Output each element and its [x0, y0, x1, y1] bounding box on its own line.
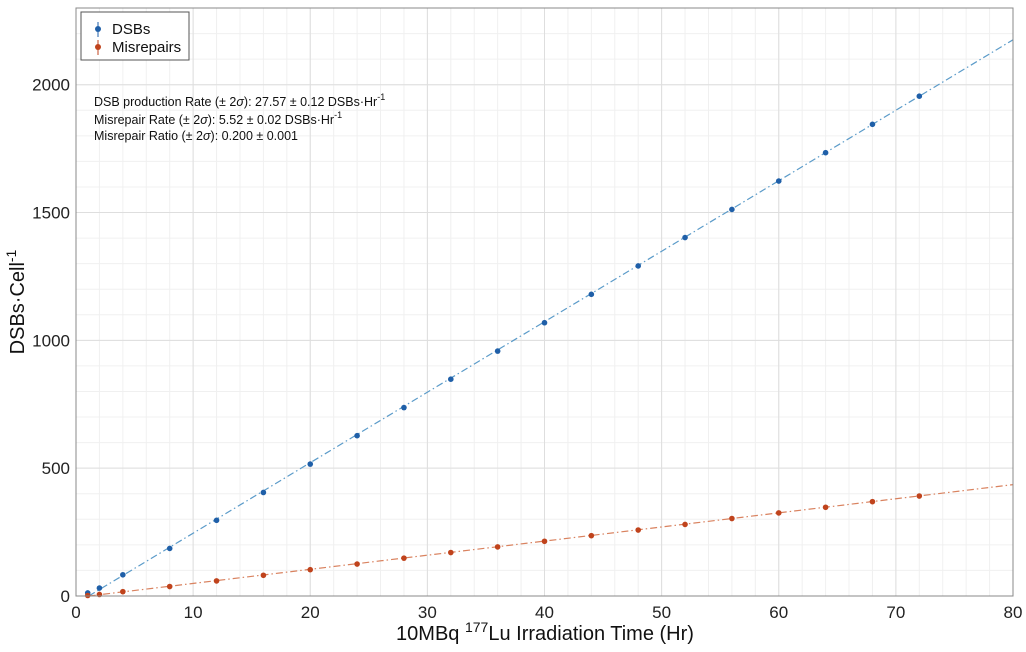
data-point-misrepairs — [120, 588, 126, 595]
data-point-dsbs — [588, 291, 595, 298]
data-point-dsbs — [448, 376, 454, 383]
data-point-misrepairs — [494, 544, 501, 550]
x-tick-label: 30 — [418, 603, 437, 622]
legend-label-misrepairs: Misrepairs — [112, 39, 181, 56]
y-tick-label: 500 — [42, 459, 70, 478]
y-tick-labels: 0 500 1000 1500 2000 — [32, 76, 70, 606]
annotation-misrepair-ratio: Misrepair Ratio (± 2σ): 0.200 ± 0.001 — [94, 129, 298, 143]
y-tick-label: 1000 — [32, 331, 70, 350]
data-point-misrepairs — [541, 538, 548, 545]
data-point-misrepairs — [166, 583, 173, 590]
data-point-dsbs — [494, 348, 501, 354]
fit-lines — [88, 39, 1014, 597]
y-tick-label: 0 — [61, 587, 70, 606]
annotation-dsb-rate: DSB production Rate (± 2σ): 27.57 ± 0.12… — [94, 92, 385, 109]
data-point-misrepairs — [588, 532, 595, 539]
data-point-misrepairs — [635, 527, 641, 533]
x-tick-label: 70 — [886, 603, 905, 622]
x-tick-label: 40 — [535, 603, 554, 622]
fit-line-misrepairs — [88, 484, 1014, 597]
data-point-misrepairs — [213, 578, 220, 584]
data-point-dsbs — [541, 319, 548, 326]
data-point-dsbs — [635, 263, 641, 269]
plot-frame — [75, 7, 1014, 597]
data-point-dsbs — [682, 234, 688, 241]
data-point-misrepairs — [448, 549, 454, 556]
data-point-dsbs — [822, 149, 829, 156]
data-point-dsbs — [354, 432, 360, 439]
data-point-misrepairs — [354, 561, 360, 567]
data-point-dsbs — [260, 489, 267, 496]
x-tick-label: 80 — [1004, 603, 1023, 622]
data-point-misrepairs — [869, 498, 876, 505]
x-tick-label: 50 — [652, 603, 671, 622]
data-point-misrepairs — [307, 566, 314, 573]
grid — [75, 7, 1014, 597]
data-point-dsbs — [120, 571, 126, 578]
y-tick-label: 1500 — [32, 204, 70, 223]
legend: DSBs Misrepairs — [80, 11, 190, 61]
data-point-misrepairs — [822, 504, 829, 511]
x-axis-label: 10MBq 177Lu Irradiation Time (Hr) — [396, 619, 694, 645]
data-point-dsbs — [96, 585, 103, 591]
legend-marker-misrepairs — [95, 44, 101, 50]
x-tick-label: 20 — [301, 603, 320, 622]
data-point-dsbs — [729, 206, 735, 213]
data-point-misrepairs — [84, 592, 91, 599]
data-point-misrepairs — [775, 510, 782, 516]
data-point-misrepairs — [682, 521, 688, 528]
data-point-misrepairs — [729, 515, 735, 522]
data-point-dsbs — [869, 121, 876, 128]
legend-label-dsbs: DSBs — [112, 21, 150, 38]
x-tick-label: 60 — [769, 603, 788, 622]
data-point-dsbs — [213, 517, 220, 524]
annotation-misrepair-rate: Misrepair Rate (± 2σ): 5.52 ± 0.02 DSBs·… — [94, 110, 342, 127]
legend-marker-dsbs — [95, 26, 101, 32]
data-point-dsbs — [775, 178, 782, 184]
x-tick-label: 0 — [71, 603, 80, 622]
data-point-dsbs — [916, 93, 923, 99]
annotation-block: DSB production Rate (± 2σ): 27.57 ± 0.12… — [94, 92, 385, 143]
data-point-dsbs — [401, 404, 407, 411]
data-point-dsbs — [166, 545, 173, 552]
data-point-dsbs — [307, 461, 314, 467]
y-axis-label: DSBs·Cell-1 — [3, 249, 29, 354]
legend-box — [80, 11, 190, 61]
fit-line-dsbs — [88, 39, 1014, 597]
data-point-misrepairs — [260, 572, 267, 579]
data-point-misrepairs — [916, 493, 923, 499]
data-point-misrepairs — [401, 555, 407, 561]
y-tick-label: 2000 — [32, 76, 70, 95]
x-tick-label: 10 — [184, 603, 203, 622]
x-tick-labels: 0 10 20 30 40 50 60 70 80 — [71, 603, 1022, 622]
